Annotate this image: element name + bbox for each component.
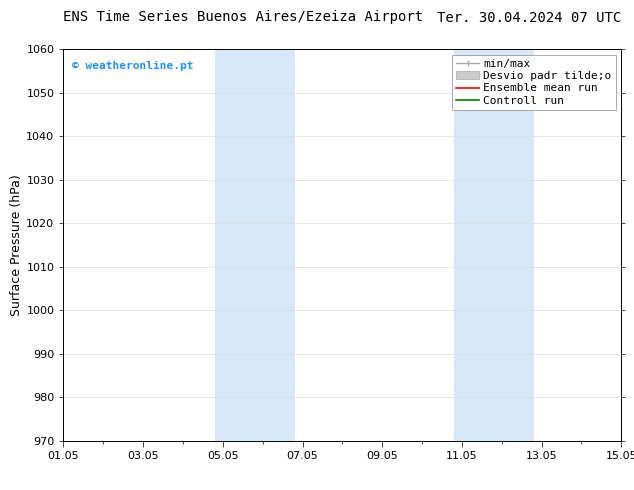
Text: Ter. 30.04.2024 07 UTC: Ter. 30.04.2024 07 UTC	[437, 10, 621, 24]
Bar	[215, 49, 295, 441]
Text: © weatheronline.pt: © weatheronline.pt	[72, 61, 193, 71]
Text: ENS Time Series Buenos Aires/Ezeiza Airport: ENS Time Series Buenos Aires/Ezeiza Airp…	[63, 10, 424, 24]
Legend: min/max, Desvio padr tilde;o, Ensemble mean run, Controll run: min/max, Desvio padr tilde;o, Ensemble m…	[452, 54, 616, 110]
Bar	[454, 49, 534, 441]
Y-axis label: Surface Pressure (hPa): Surface Pressure (hPa)	[11, 174, 23, 316]
